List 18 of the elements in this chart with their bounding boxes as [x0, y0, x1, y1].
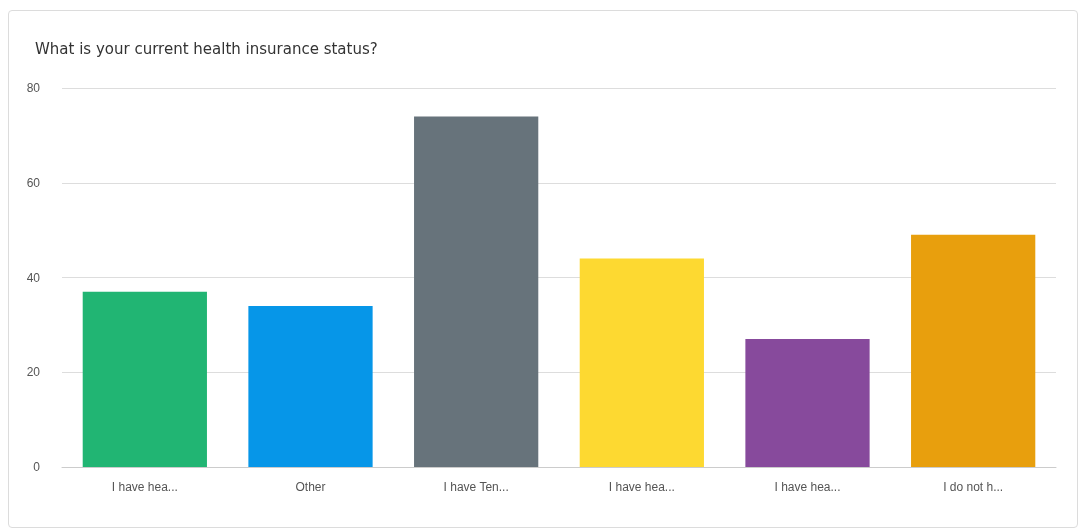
chart-title: What is your current health insurance status?: [35, 39, 378, 58]
y-tick-label: 80: [26, 81, 41, 95]
x-tick-label: I have hea...: [774, 480, 841, 494]
bar: [745, 339, 870, 467]
x-tick-label: I have Ten...: [443, 480, 509, 494]
bar: [911, 234, 1036, 467]
bar: [82, 291, 207, 467]
y-tick-label: 0: [33, 460, 41, 474]
y-tick-label: 20: [26, 365, 41, 380]
bar: [414, 116, 539, 467]
bar: [579, 258, 704, 467]
x-tick-label: I have hea...: [111, 480, 178, 494]
bar: [248, 305, 373, 467]
x-tick-label: I do not h...: [943, 480, 1004, 494]
y-tick-label: 40: [26, 270, 41, 285]
x-tick-label: I have hea...: [608, 480, 675, 494]
y-tick-label: 60: [26, 175, 41, 190]
x-tick-label: Other: [295, 480, 326, 494]
